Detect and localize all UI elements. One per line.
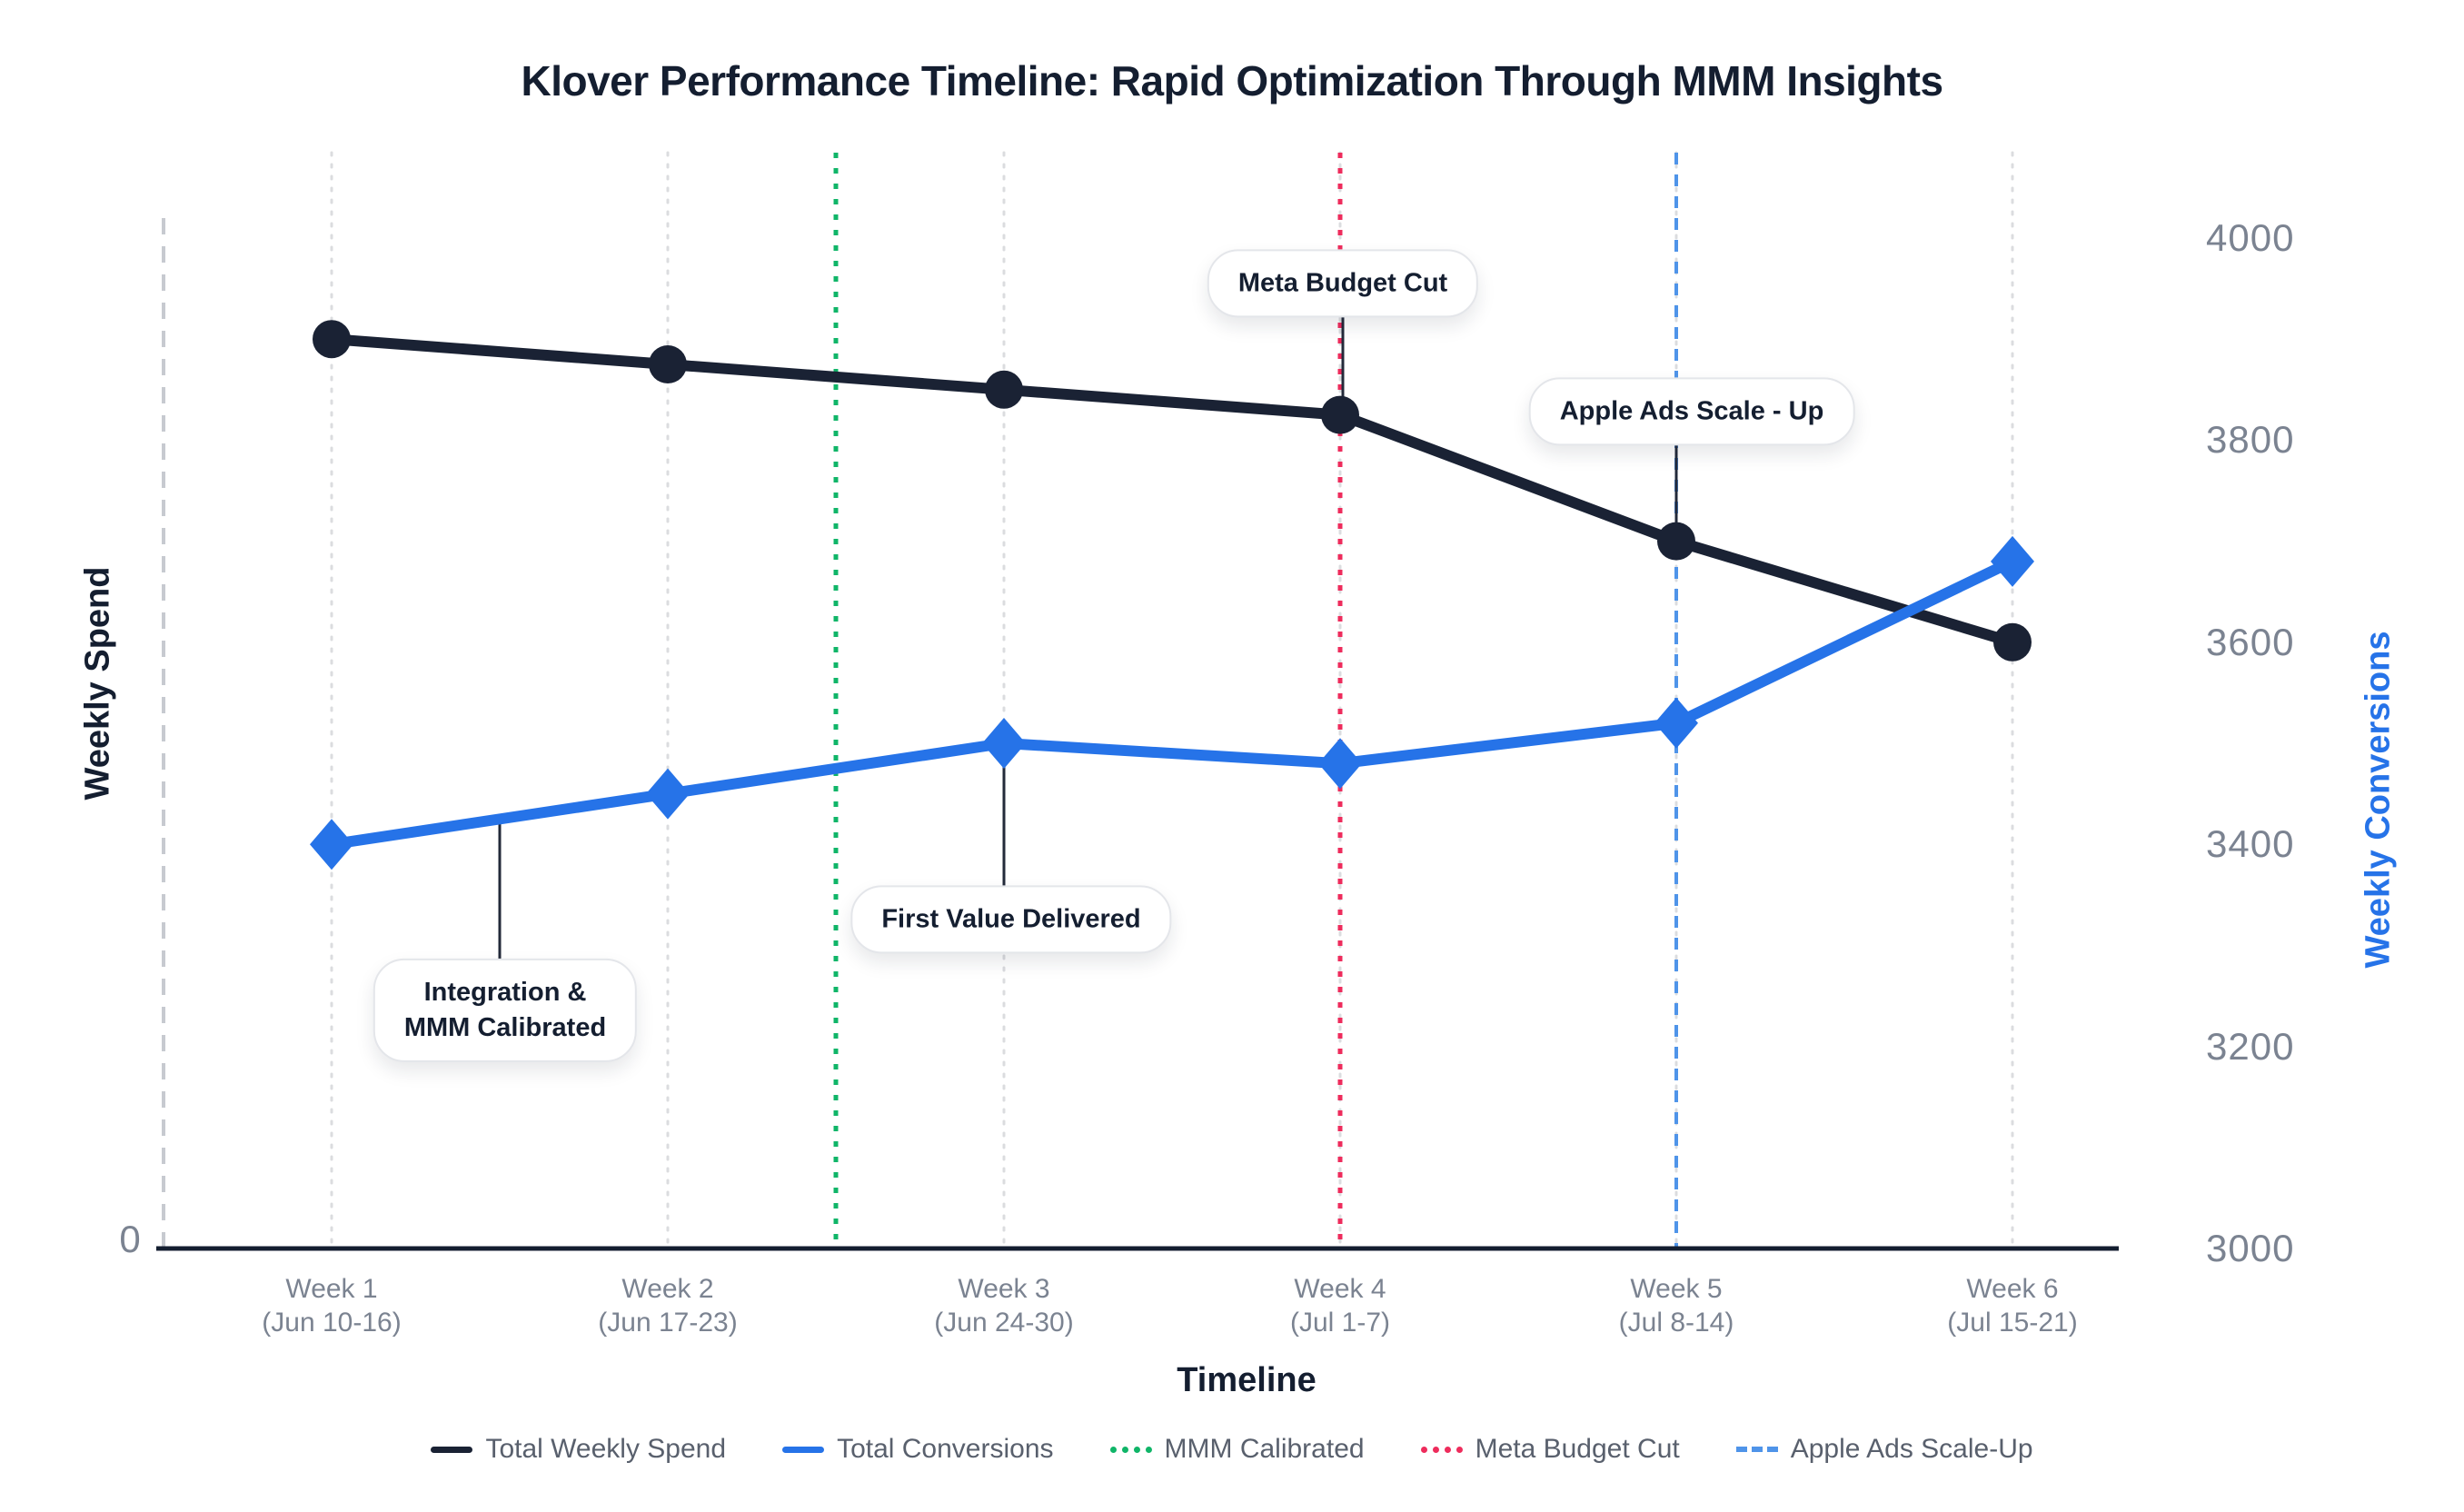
y-left-axis-title: Weekly Spend xyxy=(78,566,117,801)
annotation-bubble-first-value: First Value Delivered xyxy=(850,885,1172,954)
y-right-tick-3600: 3600 xyxy=(2206,620,2295,663)
legend-item-label: Meta Budget Cut xyxy=(1475,1434,1680,1464)
marker-spend-week-4 xyxy=(1321,395,1359,434)
legend-item-mmm-calibrated: MMM Calibrated xyxy=(1109,1434,1365,1465)
marker-spend-week-3 xyxy=(985,370,1023,409)
legend-swatch-icon xyxy=(1420,1446,1463,1453)
series-line-total-weekly-spend xyxy=(326,333,2018,648)
y-right-tick-3200: 3200 xyxy=(2206,1024,2295,1068)
annotation-bubble-apple-scale: Apple Ads Scale - Up xyxy=(1528,377,1855,446)
series-line-total-conversions xyxy=(326,555,2018,850)
legend-item-label: Total Conversions xyxy=(837,1434,1054,1464)
y-right-tick-3400: 3400 xyxy=(2206,822,2295,866)
y-right-axis-title: Weekly Conversions xyxy=(2359,631,2398,969)
legend-item-total-conversions: Total Conversions xyxy=(782,1434,1054,1465)
chart-title: Klover Performance Timeline: Rapid Optim… xyxy=(521,57,1943,104)
x-label-week-2: Week 2 (Jun 17-23) xyxy=(598,1274,738,1338)
marker-conversions-week-2 xyxy=(646,768,690,820)
x-axis-title: Timeline xyxy=(1177,1361,1316,1399)
legend-item-label: Total Weekly Spend xyxy=(485,1434,727,1464)
legend-item-label: MMM Calibrated xyxy=(1164,1434,1365,1464)
y-right-tick-3000: 3000 xyxy=(2206,1227,2295,1269)
y-left-zero-tick: 0 xyxy=(119,1218,141,1260)
legend-item-label: Apple Ads Scale-Up xyxy=(1790,1434,2033,1464)
marker-spend-week-2 xyxy=(649,345,687,383)
legend-item-meta-budget-cut: Meta Budget Cut xyxy=(1420,1434,1680,1465)
marker-spend-week-5 xyxy=(1657,522,1695,561)
legend-swatch-icon xyxy=(431,1446,473,1453)
marker-spend-week-1 xyxy=(313,320,351,359)
annotation-bubble-meta-cut: Meta Budget Cut xyxy=(1207,249,1479,318)
marker-conversions-week-3 xyxy=(982,718,1026,769)
marker-conversions-week-6 xyxy=(1991,535,2034,587)
legend-item-apple-ads-scale-up: Apple Ads Scale-Up xyxy=(1735,1434,2033,1465)
annotation-bubble-integration: Integration & MMM Calibrated xyxy=(373,958,638,1063)
x-label-week-5: Week 5 (Jul 8-14) xyxy=(1618,1274,1734,1338)
marker-conversions-week-4 xyxy=(1318,738,1362,790)
legend-swatch-icon xyxy=(782,1446,825,1453)
legend-swatch-icon xyxy=(1735,1447,1778,1452)
x-label-week-6: Week 6 (Jul 15-21) xyxy=(1947,1274,2078,1338)
marker-conversions-week-1 xyxy=(310,819,353,870)
x-label-week-1: Week 1 (Jun 10-16) xyxy=(262,1274,402,1338)
y-right-tick-4000: 4000 xyxy=(2206,216,2295,259)
legend-item-total-weekly-spend: Total Weekly Spend xyxy=(431,1434,726,1465)
x-label-week-3: Week 3 (Jun 24-30) xyxy=(934,1274,1074,1338)
marker-conversions-week-5 xyxy=(1654,697,1698,749)
legend-swatch-icon xyxy=(1109,1446,1152,1453)
x-label-week-4: Week 4 (Jul 1-7) xyxy=(1289,1274,1391,1338)
marker-spend-week-6 xyxy=(1993,622,2032,662)
y-right-tick-3800: 3800 xyxy=(2206,418,2295,462)
chart-legend: Total Weekly Spend Total Conversions MMM C… xyxy=(0,1434,2464,1465)
